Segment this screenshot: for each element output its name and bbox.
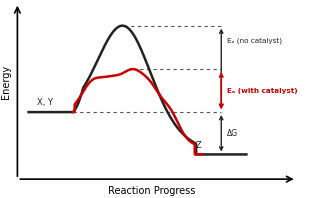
Text: ΔG: ΔG [227,129,238,138]
Text: Energy: Energy [1,65,11,99]
Text: Eₐ (with catalyst): Eₐ (with catalyst) [227,88,298,94]
Text: X, Y: X, Y [37,98,53,107]
Text: Z: Z [196,141,202,150]
Text: Reaction Progress: Reaction Progress [108,186,195,196]
Text: Eₐ (no catalyst): Eₐ (no catalyst) [227,37,282,44]
